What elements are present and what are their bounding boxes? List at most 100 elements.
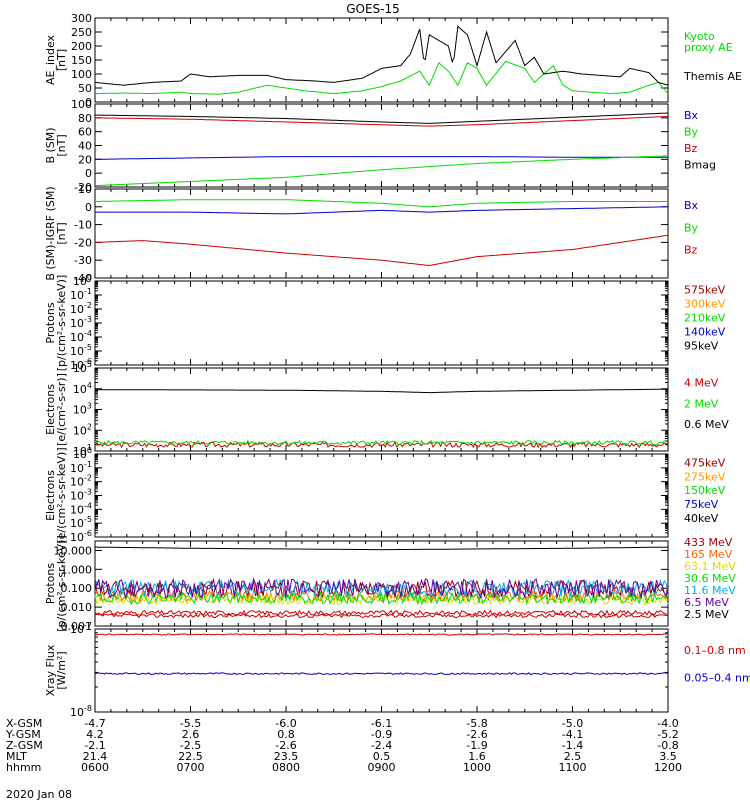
y-tick-label: 0.001 xyxy=(61,620,93,633)
legend-entry: 75keV xyxy=(684,498,719,511)
legend-entry: Themis AE xyxy=(683,70,742,83)
legend-entry: 4 MeV xyxy=(684,377,719,390)
x-row-value: -5.8 xyxy=(466,717,487,730)
x-row-value: -2.5 xyxy=(180,739,201,752)
y-tick-label: 50 xyxy=(78,82,92,95)
y-tick-label: -20 xyxy=(74,236,92,249)
x-row-value: -4.0 xyxy=(657,717,678,730)
series-line-bz xyxy=(94,116,668,127)
y-tick-label: 10 xyxy=(78,183,92,196)
x-row-value: 3.5 xyxy=(659,750,677,763)
x-row-value: -2.6 xyxy=(275,739,296,752)
legend-entry: 95keV xyxy=(684,340,719,353)
legend-entry: 210keV xyxy=(684,312,726,325)
x-row-value: 1.6 xyxy=(468,750,486,763)
y-tick-label: -30 xyxy=(74,254,92,267)
x-row-value: -5.5 xyxy=(180,717,201,730)
legend-entry: 11.6 MeV xyxy=(684,584,736,597)
y-tick-label: 10-8 xyxy=(70,704,92,719)
series-line-kyoto-proxy-ae xyxy=(95,60,669,95)
y-tick-label: 10-4 xyxy=(70,329,92,344)
x-row-value: -2.1 xyxy=(84,739,105,752)
y-tick-label: 150 xyxy=(71,54,92,67)
series-line-2-mev xyxy=(94,439,669,446)
legend-entry: 2.5 MeV xyxy=(684,608,729,621)
legend-entry: 275keV xyxy=(684,470,726,483)
x-row-value: -2.4 xyxy=(371,739,392,752)
y-tick-label: 60 xyxy=(78,126,92,139)
legend-entry: 475keV xyxy=(684,456,726,469)
y-axis-label: Protons[p/(cm²-s-sr-keV)] xyxy=(44,275,68,372)
x-row-value: 0.8 xyxy=(277,728,295,741)
x-row-value: 0600 xyxy=(81,761,109,774)
legend-entry: 0.6 MeV xyxy=(684,418,729,431)
panel-3: 10-610-510-410-310-210-1100 Protons[p/(cm… xyxy=(44,273,726,372)
x-row-value: -6.1 xyxy=(371,717,392,730)
x-row-label: Z-GSM xyxy=(6,739,43,752)
legend-entry: 575keV xyxy=(684,284,726,297)
y-tick-label: 10-1 xyxy=(70,287,92,302)
y-axis-label: B (SM)-IGRF (SM)[nT] xyxy=(44,186,68,280)
x-row-value: 0800 xyxy=(272,761,300,774)
legend-entry: 40keV xyxy=(684,512,719,525)
x-row-value: -4.1 xyxy=(562,728,583,741)
series-line-by xyxy=(94,155,668,187)
y-tick-label: 0 xyxy=(85,96,92,109)
y-tick-label: 10-6 xyxy=(70,529,92,544)
series-line-0-1-0-8-nm xyxy=(94,633,669,636)
series-line-trace-7 xyxy=(94,609,668,617)
y-tick-label: 100 xyxy=(73,273,92,288)
series-line-themis-ae xyxy=(94,25,669,86)
x-row-value: 1000 xyxy=(463,761,491,774)
y-tick-label: 10.000 xyxy=(54,544,93,557)
legend-entry: 2 MeV xyxy=(684,397,719,410)
series-line-6-5-mev xyxy=(94,577,669,600)
y-tick-label: 100 xyxy=(73,446,92,461)
x-row-value: -5.0 xyxy=(562,717,583,730)
x-row-value: -4.7 xyxy=(84,717,105,730)
x-row-value: -6.0 xyxy=(275,717,296,730)
y-tick-label: 102 xyxy=(73,422,92,437)
y-tick-label: 10-3 xyxy=(70,315,92,330)
legend-entry: 6.5 MeV xyxy=(684,596,729,609)
x-row-value: -0.8 xyxy=(657,739,678,752)
panel-2: -40 -30 -20 -10 0 10 B (SM)-IGRF (SM)[nT] Bx By B… xyxy=(44,183,699,285)
y-axis-label: Electrons[e/(cm²-s-sr-keV)] xyxy=(44,447,68,543)
x-row-label: X-GSM xyxy=(6,717,42,730)
series-line-0-6-mev xyxy=(95,388,668,394)
series-line-165-mev xyxy=(94,588,669,604)
y-tick-label: 10-2 xyxy=(70,301,92,316)
series-line-30-6-mev xyxy=(94,590,669,606)
x-row-value: 23.5 xyxy=(274,750,299,763)
x-row-value: 0.5 xyxy=(373,750,391,763)
x-row-value: 4.2 xyxy=(86,728,104,741)
x-row-value: 0700 xyxy=(177,761,205,774)
panel-frame xyxy=(94,280,669,366)
legend-entry: Bz xyxy=(684,142,698,155)
panel-4: 101 102 103 104 105 Electrons[e/(cm²-s-sr)] 4 … xyxy=(44,360,729,458)
panel-6: 0.001 0.010 0.100 1.000 10.000Protons[p/(cm²… xyxy=(44,535,736,633)
legend-entry: 165 MeV xyxy=(684,548,733,561)
legend-entry: By xyxy=(684,126,699,139)
series-line-0-05-0-4-nm xyxy=(94,672,669,676)
y-tick-label: 10-4 xyxy=(70,501,92,516)
x-row-value: 21.4 xyxy=(83,750,108,763)
x-row-value: -1.4 xyxy=(562,739,583,752)
y-tick-label: 0.010 xyxy=(61,601,93,614)
series-line-4-mev xyxy=(94,441,669,449)
x-row-label: hhmm xyxy=(6,761,41,774)
y-tick-label: -40 xyxy=(74,272,92,285)
y-tick-label: 10-7 xyxy=(70,621,92,636)
series-line-2-5-mev xyxy=(95,546,668,551)
x-row-value: 1200 xyxy=(654,761,682,774)
legend-entry: Bmag xyxy=(684,159,716,172)
y-tick-label: -20 xyxy=(74,181,92,194)
series-line-trace-8 xyxy=(94,613,669,619)
y-tick-label: 0 xyxy=(85,201,92,214)
y-tick-label: 10-1 xyxy=(70,460,92,475)
x-row-value: -1.9 xyxy=(466,739,487,752)
x-axis-table: X-GSM -4.7 -5.5 -6.0 -6.1 -5.8 -5.0 -4.0 Y-GSM 4.… xyxy=(5,717,682,774)
x-row-value: 1100 xyxy=(559,761,587,774)
